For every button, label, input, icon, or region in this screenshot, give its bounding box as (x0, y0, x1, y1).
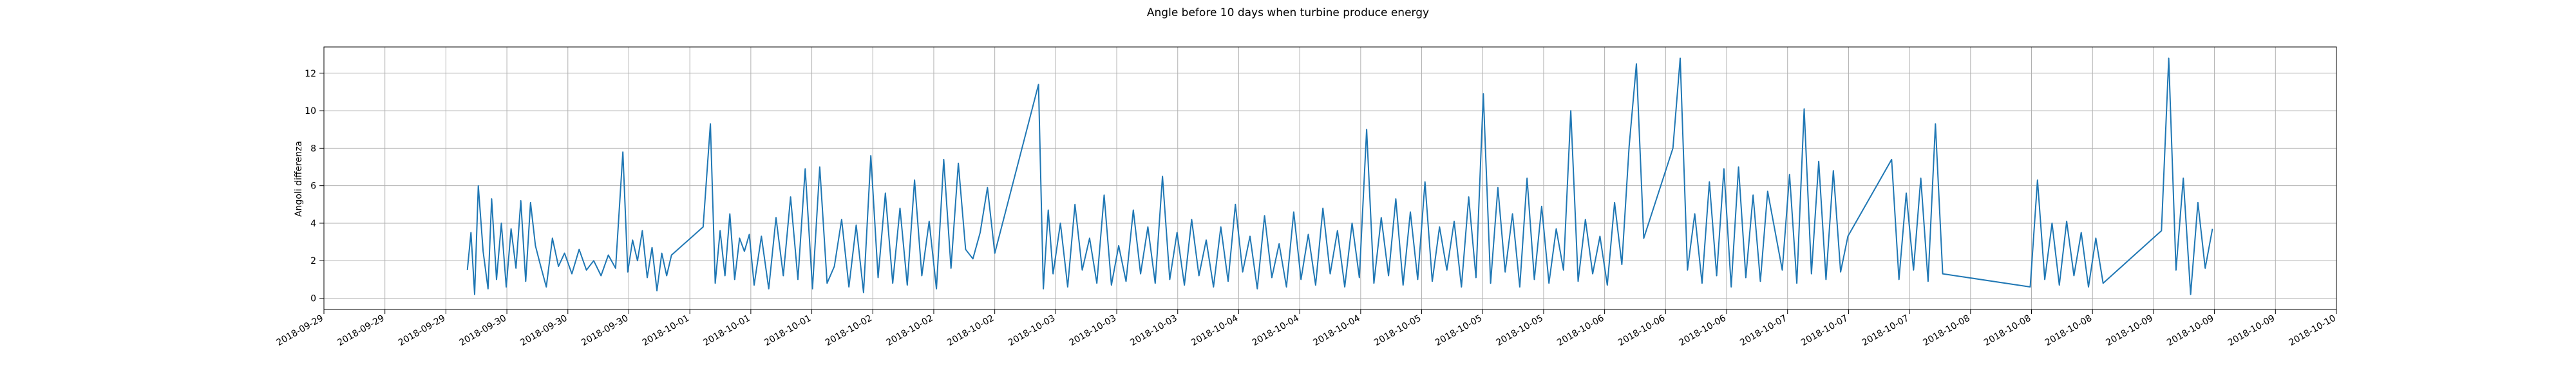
x-tick-label: 2018-10-08 (2043, 313, 2094, 349)
x-tick-label: 2018-10-08 (1921, 313, 1971, 349)
y-axis-label: Angoli differenza (294, 141, 304, 217)
x-tick-label: 2018-10-06 (1616, 313, 1667, 349)
x-tick-label: 2018-10-07 (1738, 313, 1788, 349)
x-tick-label: 2018-10-05 (1494, 313, 1544, 349)
x-tick-label: 2018-10-05 (1372, 313, 1423, 349)
x-tick-label: 2018-09-30 (458, 313, 508, 349)
x-tick-label: 2018-10-07 (1799, 313, 1850, 349)
grid (323, 47, 2337, 309)
x-tick-label: 2018-10-04 (1189, 313, 1240, 349)
x-tick-label: 2018-10-09 (2165, 313, 2215, 349)
x-tick-label: 2018-10-09 (2104, 313, 2154, 349)
x-tick-label: 2018-09-30 (518, 313, 569, 349)
x-tick-label: 2018-09-29 (336, 313, 386, 349)
x-tick-label: 2018-10-03 (1068, 313, 1118, 349)
x-tick-label: 2018-10-05 (1434, 313, 1484, 349)
y-tick-label: 12 (305, 69, 316, 79)
x-tick-label: 2018-10-06 (1555, 313, 1606, 349)
x-tick-label: 2018-10-10 (2287, 313, 2338, 349)
y-tick-label: 2 (310, 256, 316, 266)
x-tick-label: 2018-09-29 (275, 313, 325, 349)
x-tick-label: 2018-10-02 (824, 313, 874, 349)
y-axis: 0 2 4 6 8 10 12 (305, 69, 324, 304)
x-tick-label: 2018-10-06 (1678, 313, 1728, 349)
x-tick-label: 2018-10-08 (1982, 313, 2032, 349)
chart-title: Angle before 10 days when turbine produc… (1147, 6, 1429, 19)
y-tick-label: 0 (310, 294, 316, 304)
x-axis: 2018-09-29 2018-09-29 2018-09-29 2018-09-30… (275, 309, 2338, 348)
x-tick-label: 2018-10-04 (1311, 313, 1362, 349)
x-tick-label: 2018-10-03 (1128, 313, 1179, 349)
x-tick-label: 2018-10-03 (1007, 313, 1057, 349)
x-tick-label: 2018-10-01 (701, 313, 752, 349)
y-tick-label: 4 (310, 219, 316, 229)
plot-frame (323, 46, 2337, 310)
series-line (466, 57, 2213, 295)
y-tick-label: 6 (310, 181, 316, 192)
y-tick-label: 8 (310, 143, 316, 154)
x-tick-label: 2018-10-04 (1251, 313, 1302, 349)
y-tick-label: 10 (305, 106, 316, 116)
x-tick-label: 2018-09-30 (580, 313, 630, 349)
x-tick-label: 2018-09-29 (397, 313, 447, 349)
x-tick-label: 2018-10-01 (641, 313, 691, 349)
x-tick-label: 2018-10-07 (1861, 313, 1911, 349)
x-tick-label: 2018-10-02 (884, 313, 934, 349)
x-tick-label: 2018-10-01 (762, 313, 813, 349)
x-tick-label: 2018-10-09 (2226, 313, 2277, 349)
x-tick-label: 2018-10-02 (945, 313, 996, 349)
